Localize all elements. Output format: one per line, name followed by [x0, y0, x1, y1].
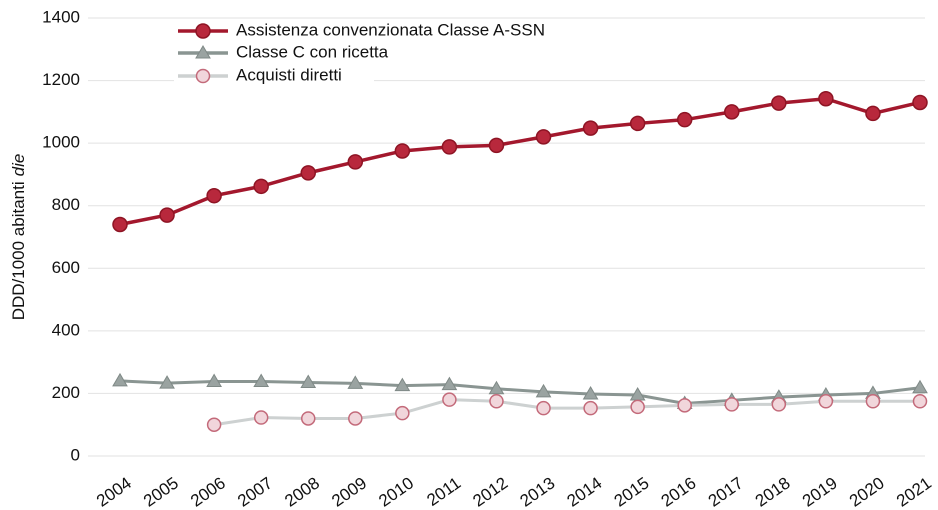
y-tick-label: 800: [52, 195, 80, 214]
x-tick-label: 2012: [469, 473, 511, 510]
point: [535, 383, 552, 398]
x-tick-label: 2011: [423, 473, 464, 510]
point: [112, 372, 128, 387]
legend-label: Assistenza convenzionata Classe A-SSN: [236, 20, 545, 39]
x-tick-label: 2010: [375, 473, 417, 510]
x-tick-label: 2018: [752, 473, 794, 510]
x-tick-label: 2017: [705, 473, 747, 510]
point: [195, 45, 211, 59]
point: [441, 139, 458, 155]
x-tick-label: 2009: [328, 473, 370, 510]
point: [300, 165, 316, 181]
point: [206, 373, 222, 388]
legend-background: [174, 20, 584, 42]
x-tick-label: 2019: [799, 473, 841, 510]
point: [394, 377, 411, 392]
x-tick-label: 2015: [611, 473, 653, 510]
x-tick-label: 2020: [846, 473, 888, 510]
y-tick-label: 1000: [42, 133, 80, 152]
point: [771, 397, 787, 412]
y-axis-label: DDD/1000 abitanti die: [9, 154, 28, 321]
y-tick-label: 600: [52, 258, 80, 277]
x-tick-label: 2007: [234, 473, 276, 510]
legend-label: Classe C con ricetta: [236, 42, 389, 61]
x-tick-label: 2006: [187, 473, 229, 510]
x-tick-label: 2013: [517, 473, 559, 510]
y-tick-label: 400: [52, 320, 80, 339]
point: [488, 137, 505, 154]
point: [253, 410, 269, 425]
point: [582, 386, 599, 400]
point: [630, 399, 645, 415]
point: [347, 375, 364, 389]
point: [818, 90, 834, 107]
series-line: [119, 379, 921, 405]
x-tick-label: 2008: [281, 473, 323, 510]
y-tick-label: 0: [71, 445, 80, 464]
point: [253, 373, 270, 388]
point: [771, 95, 787, 111]
y-axis-label-text: DDD/1000 abitanti: [9, 181, 28, 320]
point: [195, 68, 211, 84]
point: [159, 375, 175, 389]
point: [818, 394, 834, 409]
point: [535, 129, 552, 145]
y-axis-label-italic: die: [9, 154, 28, 177]
point: [912, 379, 928, 394]
legend-background: [174, 42, 374, 64]
point: [394, 143, 411, 159]
point: [724, 397, 740, 412]
point: [489, 394, 504, 409]
point: [912, 394, 928, 409]
point: [677, 398, 692, 413]
y-tick-label: 200: [52, 383, 80, 402]
point: [253, 178, 269, 195]
x-tick-label: 2021: [893, 473, 935, 510]
point: [300, 374, 317, 388]
point: [206, 187, 222, 204]
point: [206, 417, 222, 432]
point: [300, 411, 316, 426]
point: [582, 120, 599, 136]
point: [159, 207, 175, 223]
x-tick-label: 2014: [564, 473, 606, 510]
point: [629, 115, 646, 132]
point: [865, 105, 881, 122]
point: [195, 23, 211, 39]
point: [583, 400, 598, 416]
x-tick-label: 2016: [658, 473, 700, 510]
x-tick-label: 2005: [140, 473, 182, 510]
point: [865, 394, 881, 409]
y-tick-label: 1400: [42, 7, 80, 26]
legend-label: Acquisti diretti: [236, 65, 342, 84]
y-tick-label: 1200: [42, 70, 80, 89]
series-line: [119, 96, 921, 227]
x-tick-label: 2004: [93, 473, 135, 510]
point: [536, 400, 551, 416]
series-line: [213, 398, 920, 427]
point: [676, 111, 693, 128]
point: [488, 380, 505, 395]
point: [395, 405, 410, 421]
point: [441, 376, 458, 391]
point: [112, 216, 128, 233]
legend-background: [174, 65, 374, 87]
point: [347, 154, 364, 170]
point: [348, 411, 363, 426]
point: [442, 392, 457, 407]
point: [912, 94, 928, 111]
point: [724, 104, 740, 120]
